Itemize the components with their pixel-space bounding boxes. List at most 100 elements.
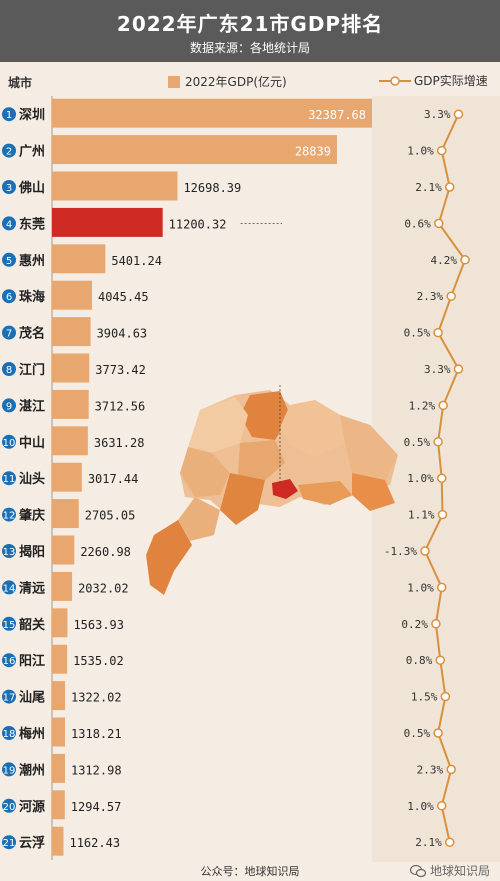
- footer-brand-label: 地球知识局: [429, 864, 490, 878]
- rank-badge-9: [2, 398, 16, 413]
- city-label-15: 韶关: [19, 617, 45, 633]
- rank-badge-2: [2, 143, 16, 158]
- city-column-header: 城市: [8, 76, 33, 90]
- chart-subtitle: 数据来源：各地统计局: [189, 41, 310, 55]
- rank-number-19: 19: [3, 765, 16, 776]
- gdp-bar-2: [52, 135, 337, 165]
- gdp-bar-1: [52, 98, 372, 128]
- rank-badge-15: [2, 616, 16, 631]
- rank-number-14: 14: [3, 583, 16, 594]
- growth-label-19: 2.3%: [417, 763, 444, 776]
- rank-number-7: 7: [6, 329, 12, 340]
- city-label-14: 清远: [19, 580, 45, 596]
- gdp-value-label-12: 2705.05: [85, 509, 136, 523]
- rank-number-8: 8: [6, 365, 12, 376]
- city-label-4: 东莞: [19, 216, 45, 232]
- growth-point-5: [460, 255, 470, 265]
- gdp-bar-3: [52, 171, 178, 201]
- rank-number-15: 15: [3, 620, 16, 631]
- city-label-10: 中山: [19, 435, 45, 451]
- rank-number-20: 20: [3, 802, 16, 813]
- growth-label-16: 0.8%: [406, 654, 433, 667]
- gdp-value-label-10: 3631.28: [94, 436, 145, 450]
- rank-number-11: 11: [3, 474, 16, 485]
- growth-label-8: 3.3%: [424, 363, 451, 376]
- growth-point-17: [440, 691, 451, 702]
- rank-number-3: 3: [6, 183, 12, 194]
- gdp-bar-16: [52, 644, 68, 674]
- rank-number-13: 13: [3, 547, 16, 558]
- city-label-18: 梅州: [19, 726, 45, 742]
- gdp-value-label-17: 1322.02: [71, 691, 122, 705]
- growth-label-2: 1.0%: [407, 145, 434, 158]
- gdp-bar-20: [52, 790, 65, 820]
- legend-growth-label: GDP实际增速: [414, 74, 488, 88]
- footer: 公众号：地球知识局 地球知识局: [0, 860, 500, 881]
- gdp-bar-13: [52, 535, 75, 565]
- rank-badge-7: [2, 325, 16, 340]
- rank-badge-1: [2, 107, 16, 122]
- gdp-bar-12: [52, 499, 79, 529]
- gdp-bar-19: [52, 753, 65, 783]
- growth-point-2: [436, 145, 447, 156]
- gdp-bar-5: [52, 244, 106, 274]
- gdp-value-label-3: 12698.39: [183, 181, 241, 195]
- legend-gdp-swatch: [168, 75, 180, 88]
- growth-label-15: 0.2%: [401, 618, 428, 631]
- rank-badge-6: [2, 289, 16, 304]
- city-label-1: 深圳: [19, 107, 45, 123]
- gdp-value-label-2: 28839: [295, 145, 331, 159]
- rank-number-9: 9: [6, 401, 12, 412]
- growth-point-13: [420, 546, 430, 556]
- rank-badge-14: [2, 580, 16, 595]
- gdp-bar-17: [52, 681, 66, 711]
- growth-point-9: [438, 400, 448, 411]
- legend-row: 城市 2022年GDP(亿元) GDP实际增速: [0, 70, 500, 94]
- growth-label-9: 1.2%: [409, 399, 436, 412]
- city-label-5: 惠州: [19, 253, 45, 269]
- growth-point-15: [431, 619, 441, 629]
- chart-title: 2022年广东21市GDP排名: [116, 12, 384, 36]
- growth-label-14: 1.0%: [407, 581, 434, 594]
- growth-point-8: [453, 364, 464, 374]
- growth-label-4: 0.6%: [404, 217, 431, 230]
- footer-brand: 地球知识局: [409, 862, 490, 879]
- city-label-6: 珠海: [19, 289, 45, 305]
- gdp-bar-8: [52, 353, 90, 383]
- chart-header: 2022年广东21市GDP排名 数据来源：各地统计局: [0, 0, 500, 62]
- city-label-8: 江门: [19, 362, 45, 378]
- rank-number-21: 21: [3, 838, 16, 849]
- growth-label-20: 1.0%: [407, 800, 434, 813]
- gdp-bar-15: [52, 608, 68, 638]
- rank-badge-17: [2, 689, 16, 704]
- city-label-17: 汕尾: [19, 690, 45, 706]
- rank-number-1: 1: [6, 110, 12, 121]
- legend-gdp: 2022年GDP(亿元): [168, 73, 287, 90]
- gdp-value-label-8: 3773.42: [95, 363, 146, 377]
- growth-label-7: 0.5%: [404, 327, 431, 340]
- gdp-value-label-4: 11200.32: [169, 217, 227, 231]
- growth-point-11: [436, 473, 447, 483]
- gdp-value-label-11: 3017.44: [88, 472, 139, 486]
- rank-number-12: 12: [3, 511, 16, 522]
- growth-point-14: [436, 582, 447, 593]
- growth-point-10: [433, 437, 443, 447]
- rank-badge-5: [2, 252, 16, 267]
- growth-point-12: [437, 509, 448, 520]
- gdp-value-label-7: 3904.63: [97, 327, 148, 341]
- rank-number-17: 17: [3, 693, 16, 704]
- gdp-value-label-18: 1318.21: [71, 727, 122, 741]
- growth-label-18: 0.5%: [404, 727, 431, 740]
- rank-number-4: 4: [6, 219, 12, 230]
- growth-label-11: 1.0%: [407, 472, 434, 485]
- gdp-bar-9: [52, 389, 89, 419]
- legend-growth-line-icon: [379, 75, 411, 86]
- city-label-11: 汕头: [19, 471, 45, 487]
- growth-point-4: [434, 218, 444, 229]
- city-label-19: 潮州: [19, 762, 45, 778]
- gdp-value-label-15: 1563.93: [73, 618, 124, 632]
- rank-badge-10: [2, 434, 16, 449]
- city-label-12: 肇庆: [18, 508, 45, 524]
- guangdong-map-illustration: [146, 385, 398, 595]
- gdp-bar-18: [52, 717, 66, 747]
